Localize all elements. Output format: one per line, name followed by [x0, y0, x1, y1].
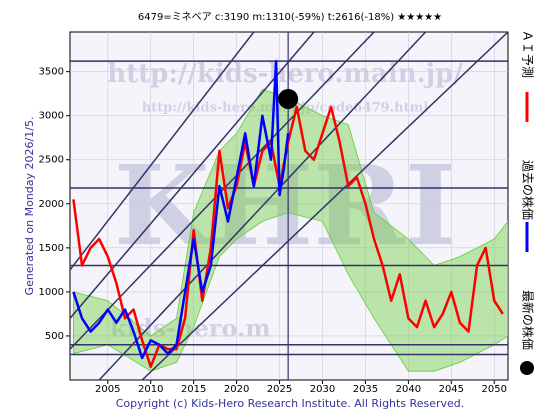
trend-line: [141, 32, 508, 380]
y-tick-label: 500: [45, 331, 64, 342]
series-line: [72, 59, 290, 360]
y-tick-label: 3500: [39, 67, 64, 78]
latest-price: [278, 88, 299, 109]
x-tick-label: 2005: [95, 384, 120, 395]
y-tick-label: 1500: [39, 243, 64, 254]
legend-label: ＡＩ予測: [521, 30, 535, 78]
x-tick-label: 2035: [353, 384, 378, 395]
x-tick-label: 2050: [482, 384, 507, 395]
trend-line: [70, 32, 255, 271]
legend-marker: [520, 361, 534, 375]
trend-line: [98, 32, 427, 380]
legend-label: 過去の株価: [521, 160, 536, 220]
y-tick-label: 1000: [39, 287, 64, 298]
x-tick-label: 2025: [267, 384, 292, 395]
watermark: http://kids-hero.main.jp/: [107, 59, 463, 89]
x-tick-label: 2020: [224, 384, 249, 395]
chart-title: 6479=ミネベア c:3190 m:1310(-59%) t:2616(-18…: [138, 11, 442, 23]
y-axis-label: Generated on Monday 2026/1/5.: [23, 117, 36, 296]
x-tick-label: 2010: [138, 384, 163, 395]
x-tick-label: 2015: [181, 384, 206, 395]
x-tick-label: 2030: [310, 384, 335, 395]
legend-label: 最新の株価: [521, 290, 536, 350]
y-tick-label: 3000: [39, 111, 64, 122]
trend-line: [70, 32, 315, 319]
x-tick-label: 2040: [396, 384, 421, 395]
x-tick-label: 2045: [439, 384, 464, 395]
plot-layer: http://kids-hero.main.jp/http://kids-her…: [70, 32, 508, 380]
y-tick-label: 2000: [39, 199, 64, 210]
y-tick-label: 2500: [39, 155, 64, 166]
forecast-band: [73, 88, 508, 372]
footer: Copyright (c) Kids-Hero Research Institu…: [116, 397, 465, 410]
